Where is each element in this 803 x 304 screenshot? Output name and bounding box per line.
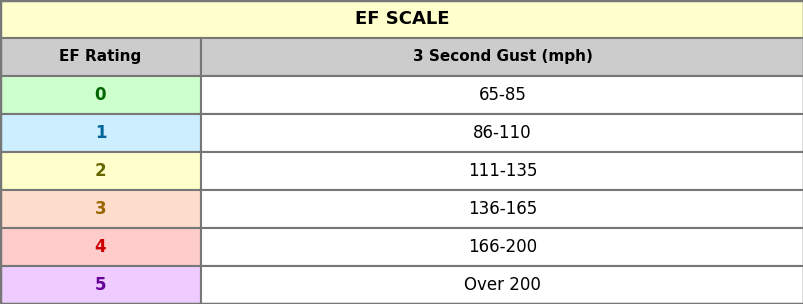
Bar [201, 152, 803, 190]
Bar [0, 228, 201, 266]
Text: 65-85: 65-85 [478, 86, 526, 104]
Text: 1: 1 [95, 124, 106, 142]
Text: 5: 5 [95, 276, 106, 294]
Bar [0, 152, 201, 190]
Text: Over 200: Over 200 [463, 276, 540, 294]
Bar [201, 76, 803, 114]
Text: EF SCALE: EF SCALE [354, 10, 449, 28]
Bar [201, 190, 803, 228]
Bar [201, 38, 803, 76]
Bar [0, 76, 201, 114]
Text: 166-200: 166-200 [467, 238, 536, 256]
Bar [201, 228, 803, 266]
Bar [0, 266, 201, 304]
Text: 111-135: 111-135 [467, 162, 536, 180]
Text: 3: 3 [95, 200, 106, 218]
Text: 0: 0 [95, 86, 106, 104]
Text: 2: 2 [95, 162, 106, 180]
Text: 3 Second Gust (mph): 3 Second Gust (mph) [412, 50, 592, 64]
Bar [0, 0, 803, 38]
Bar [201, 266, 803, 304]
Text: EF Rating: EF Rating [59, 50, 141, 64]
Bar [201, 114, 803, 152]
Text: 136-165: 136-165 [467, 200, 536, 218]
Bar [0, 190, 201, 228]
Bar [0, 114, 201, 152]
Text: 4: 4 [95, 238, 106, 256]
Bar [0, 38, 201, 76]
Text: 86-110: 86-110 [473, 124, 531, 142]
